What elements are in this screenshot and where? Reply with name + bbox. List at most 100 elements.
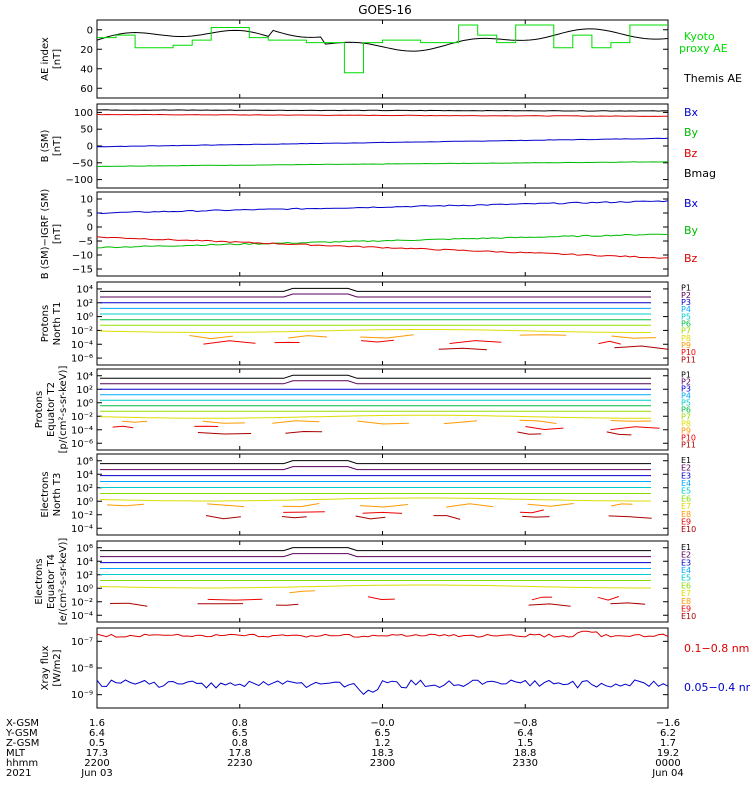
- xaxis-tick-value: 2330: [513, 758, 538, 769]
- pt2-p9-segment: [122, 420, 148, 423]
- et4-ytick: 10⁴: [76, 557, 93, 568]
- bsm-bmag-line: [97, 109, 669, 112]
- legend-p6: P6: [681, 320, 691, 329]
- pt1-p9-segment: [611, 335, 656, 339]
- pt2-p9-segment: [272, 420, 320, 424]
- pt2-ylabel: [p/(cm²-s-sr-keV)]: [58, 366, 69, 454]
- et4-e10-segment: [109, 602, 148, 607]
- legend-e3: E3: [681, 558, 691, 567]
- panel-bsm: 100 50 0 −50 −100 B (SM) [nT] Bx By Bz Bmag: [40, 103, 716, 189]
- et3-e10-segment: [608, 515, 652, 519]
- panel-et4-frame: [96, 540, 669, 623]
- et3-ytick: 10⁰: [76, 497, 93, 508]
- pt2-p10-segment: [525, 426, 564, 431]
- pt2-ytick: 10⁻⁶: [71, 439, 93, 450]
- panel-pt2: 10⁴ 10² 10⁰ 10⁻² 10⁻⁴ 10⁻⁶ Protons Equator T2 [p…: [34, 366, 696, 454]
- legend-e1: E1: [681, 543, 691, 552]
- bsm-ytick: −50: [72, 158, 93, 169]
- legend-e6: E6: [681, 581, 691, 590]
- pt2-p11-segment: [197, 432, 252, 435]
- xaxis-row-label: 2021: [6, 768, 31, 779]
- et3-ytick: 10⁻⁴: [71, 524, 93, 535]
- legend-e8: E8: [681, 597, 691, 606]
- et4-e10-segment: [610, 602, 646, 605]
- bigrf-ytick: −5: [78, 237, 93, 248]
- pt2-ylabel: Equator T2: [46, 382, 57, 437]
- et3-e9-segment: [283, 511, 325, 513]
- xaxis-tick-value: 0.8: [232, 738, 248, 749]
- bsm-ytick: 0: [87, 142, 93, 153]
- et3-ytick: 10⁴: [76, 470, 93, 481]
- panel-pt2-frame: [96, 368, 669, 451]
- bigrf-by-line: [96, 233, 669, 249]
- pt1-ytick: 10⁴: [76, 284, 93, 295]
- ae-ytick: 40: [80, 64, 93, 75]
- pt2-p8-line: [99, 414, 651, 419]
- legend-p4: P4: [681, 305, 691, 314]
- et3-e8-segment: [282, 503, 320, 508]
- xaxis-tick-value: 0000: [655, 758, 680, 769]
- pt1-p9-segment: [360, 334, 414, 339]
- et3-e2-line: [100, 466, 651, 471]
- et3-ytick: 10²: [76, 483, 93, 494]
- pt2-p9-segment: [519, 419, 557, 424]
- legend-e2: E2: [681, 464, 691, 473]
- et3-ytick: 10⁶: [76, 456, 93, 467]
- legend-bmag: Bmag: [684, 167, 716, 180]
- legend-p2: P2: [681, 291, 691, 300]
- et4-ylabel: [e/(cm²-s-sr-keV)]: [58, 538, 69, 626]
- bsm-ytick: 100: [74, 108, 93, 119]
- et3-e1-line: [100, 460, 651, 465]
- legend-p11: P11: [681, 441, 696, 450]
- pt1-p9-segment: [189, 335, 233, 340]
- et3-e9-segment: [362, 511, 403, 514]
- et4-ytick: 10⁻⁴: [71, 611, 93, 622]
- bsm-ytick: 50: [80, 125, 93, 136]
- et3-e10-segment: [281, 516, 307, 519]
- pt2-p10-segment: [610, 426, 660, 431]
- xaxis-tick-value: 6.4: [89, 728, 105, 739]
- xaxis-tick-value: 0.8: [232, 718, 248, 729]
- bigrf-ytick: 0: [87, 223, 93, 234]
- pt2-p2-line: [100, 380, 651, 385]
- et4-ytick: 10²: [76, 570, 93, 581]
- pt1-ylabel: North T1: [52, 302, 63, 346]
- xray-ylabel: Xray flux: [40, 646, 51, 691]
- xaxis-tick-value: 19.2: [657, 748, 679, 759]
- pt1-ylabel: Protons: [40, 305, 51, 342]
- et4-e10-segment: [275, 603, 299, 606]
- bigrf-bx-line: [96, 200, 669, 215]
- xray-long-line: [96, 630, 669, 638]
- pt1-p10-segment: [360, 339, 394, 343]
- et4-ylabel: Electrons: [34, 558, 45, 604]
- pt2-ytick: 10⁰: [76, 398, 93, 409]
- legend-p10: P10: [681, 348, 696, 357]
- legend-e1: E1: [681, 456, 691, 465]
- legend-p11: P11: [681, 355, 696, 364]
- pt2-p9-segment: [443, 420, 477, 425]
- pt2-ylabel: Protons: [34, 391, 45, 428]
- et3-e10-segment: [433, 515, 461, 520]
- et4-ylabel: Equator T4: [46, 554, 57, 609]
- ae-ytick: 60: [80, 84, 93, 95]
- legend-e9: E9: [681, 517, 691, 526]
- et4-ytick: 10⁶: [76, 543, 93, 554]
- xaxis-tick-value: 2300: [370, 758, 395, 769]
- et4-e1-line: [100, 547, 651, 552]
- pt1-p10-segment: [203, 340, 256, 345]
- et4-ytick: 10⁰: [76, 584, 93, 595]
- ae-ytick: 0: [87, 25, 93, 36]
- panel-xray-frame: [96, 627, 669, 709]
- xaxis-tick-value: 1.7: [660, 738, 676, 749]
- bigrf-ylabel: B (SM)−IGRF (SM): [40, 189, 51, 280]
- pt2-p11-segment: [285, 430, 323, 434]
- legend-bz: Bz: [684, 252, 698, 265]
- xray-ytick: 10⁻⁹: [71, 690, 93, 701]
- xaxis-tick-value: 17.3: [86, 748, 108, 759]
- legend-p4: P4: [681, 392, 691, 401]
- xaxis-tick-value: 6.5: [375, 728, 391, 739]
- et4-e7-line: [99, 584, 651, 589]
- legend-xray-long: 0.1−0.8 nm: [684, 642, 749, 655]
